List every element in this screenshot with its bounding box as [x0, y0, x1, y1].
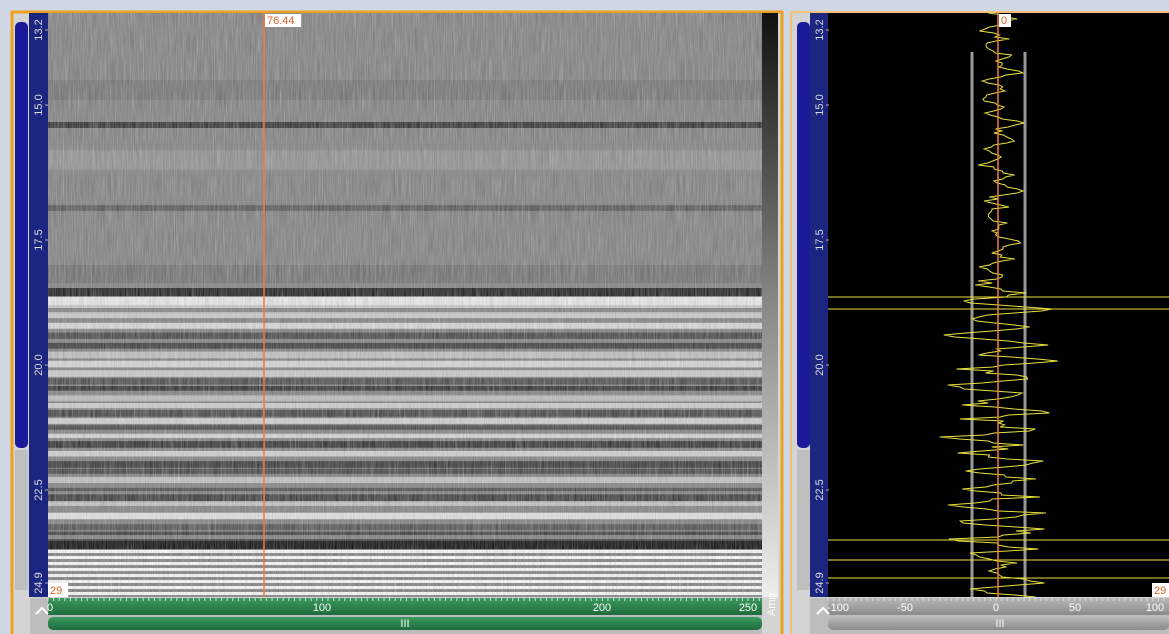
depth-label: 22.5: [814, 479, 826, 500]
depth-scrollbar[interactable]: [797, 22, 810, 448]
x-label: 250: [739, 602, 757, 614]
depth-label: 22.5: [33, 479, 45, 500]
cursor-label: 76.44: [267, 15, 295, 27]
cursor-label: 0: [1001, 15, 1007, 27]
unit-label: Amp: [766, 593, 778, 616]
depth-scrollbar[interactable]: [15, 22, 28, 448]
x-label: 0: [47, 602, 53, 614]
scroll-track: [797, 450, 810, 590]
depth-label: 17.5: [33, 229, 45, 250]
depth-label: 17.5: [814, 229, 826, 250]
b-scan-image: [48, 13, 762, 597]
amplitude-scale: [762, 13, 778, 597]
depth-label: 13.2: [814, 19, 826, 40]
x-label: 0: [993, 602, 999, 614]
depth-label: 13.2: [33, 19, 45, 40]
x-label: -100: [827, 602, 849, 614]
noise: [48, 13, 762, 597]
depth-label: 15.0: [33, 94, 45, 115]
depth-label: 24.9: [814, 572, 826, 593]
depth-label: 20.0: [33, 354, 45, 375]
x-label: -50: [897, 602, 913, 614]
corner-label: 29: [50, 585, 62, 597]
x-label: 100: [313, 602, 331, 614]
x-label: 200: [593, 602, 611, 614]
depth-label: 15.0: [814, 94, 826, 115]
viewer: 76.44 29 III Amp 0 100 200 250 13.2 15.0 17.5…: [0, 0, 1169, 634]
x-label: 50: [1069, 602, 1081, 614]
x-ruler: [48, 598, 762, 615]
x-label: 100: [1146, 602, 1164, 614]
scroll-track: [15, 450, 28, 590]
a-scan-panel: 0 29 III -100 -50 0 50 100 13.2 15.0 17.5 20.0 2…: [788, 0, 1169, 634]
scroll-grip: III: [400, 618, 409, 630]
corner-label: 29: [1154, 585, 1166, 597]
scroll-grip: III: [995, 618, 1004, 630]
depth-label: 24.9: [33, 572, 45, 593]
depth-label: 20.0: [814, 354, 826, 375]
b-scan-panel: 76.44 29 III Amp 0 100 200 250 13.2 15.0 17.5…: [0, 0, 788, 634]
